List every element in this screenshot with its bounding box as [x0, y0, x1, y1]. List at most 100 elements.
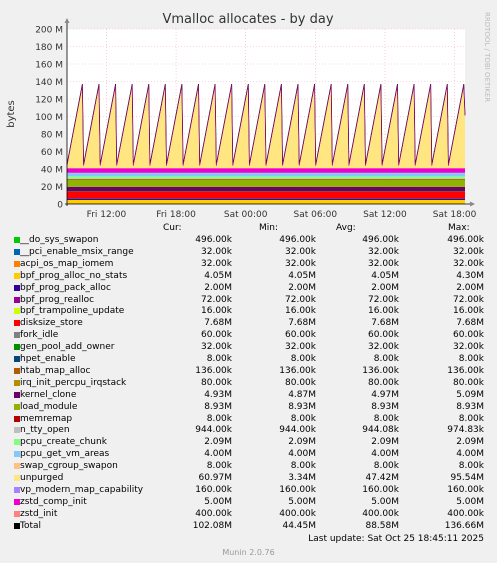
- legend-value-avg: 32.00k: [368, 342, 399, 353]
- x-tick-label: Sat 18:00: [433, 210, 477, 220]
- y-axis-arrow: [64, 18, 70, 23]
- y-tick-label: 160 M: [35, 61, 63, 71]
- area-unpurged: [67, 84, 465, 168]
- legend-swatch: [14, 272, 20, 279]
- legend-value-max: 8.00k: [458, 461, 484, 472]
- legend-series-name: vp_modern_map_capability: [20, 484, 144, 495]
- legend-value-avg: 8.00k: [373, 461, 399, 472]
- legend-value-max: 8.00k: [458, 413, 484, 424]
- legend-value-min: 60.00k: [285, 330, 316, 341]
- legend-swatch: [14, 248, 20, 255]
- legend-swatch: [14, 379, 20, 386]
- legend-value-avg: 80.00k: [368, 377, 399, 388]
- legend-value-cur: 496.00k: [195, 235, 232, 245]
- legend-value-avg: 944.08k: [362, 425, 399, 436]
- legend-row: n_tty_open 944.00k 944.00k 944.08k 974.83k: [0, 424, 497, 436]
- legend-series-name: irq_init_percpu_irqstack: [20, 377, 127, 388]
- legend-value-avg: 2.00M: [371, 282, 399, 293]
- legend-value-cur: 32.00k: [201, 246, 232, 257]
- legend-swatch: [14, 260, 20, 267]
- rrdtool-side-label: RRDTOOL / TOBI OETIKER: [483, 12, 491, 102]
- legend-value-avg: 16.00k: [368, 306, 399, 317]
- legend-value-min: 4.87M: [288, 389, 316, 400]
- legend-swatch: [14, 427, 20, 434]
- x-tick-label: Sat 12:00: [363, 210, 407, 220]
- legend-value-min: 400.00k: [279, 508, 316, 519]
- legend-series-name: acpi_os_map_iomem: [20, 258, 114, 269]
- legend-value-cur: 2.09M: [204, 437, 232, 448]
- legend-value-min: 2.00M: [288, 282, 316, 293]
- legend-value-avg: 160.00k: [362, 484, 399, 495]
- legend-swatch: [14, 356, 20, 362]
- legend-value-cur: 5.00M: [204, 496, 232, 507]
- legend-column-header: Avg:: [336, 223, 356, 233]
- legend-row: bpf_prog_pack_alloc 2.00M 2.00M 2.00M 2.00M: [0, 282, 497, 294]
- legend-value-max: 95.54M: [450, 473, 484, 483]
- x-tick-label: Sat 00:00: [224, 210, 268, 220]
- y-tick-label: 120 M: [35, 96, 63, 106]
- legend-value-cur: 2.00M: [204, 282, 232, 293]
- legend-value-min: 72.00k: [285, 294, 316, 305]
- legend-swatch: [14, 344, 20, 351]
- legend-value-cur: 72.00k: [201, 294, 232, 305]
- legend-series-name: bpf_prog_alloc_no_stats: [20, 270, 128, 281]
- legend-value-min: 16.00k: [285, 306, 316, 317]
- x-tick-label: Fri 18:00: [156, 210, 196, 220]
- y-tick-label: 60 M: [41, 148, 63, 158]
- area-pcpu_create_chunk: [67, 176, 465, 179]
- legend-value-avg: 4.00M: [371, 449, 399, 460]
- y-tick-label: 40 M: [41, 166, 63, 176]
- legend-value-min: 2.09M: [288, 437, 316, 448]
- legend-series-name: bpf_trampoline_update: [20, 306, 125, 317]
- legend-swatch: [14, 415, 20, 422]
- area-bpf_prog_alloc_no_stats: [67, 199, 465, 204]
- legend-value-max: 496.00k: [447, 235, 484, 245]
- legend-value-min: 3.34M: [288, 473, 316, 483]
- legend-value-avg: 400.00k: [362, 508, 399, 519]
- x-axis-arrow: [470, 201, 475, 207]
- legend-row: hpet_enable 8.00k 8.00k 8.00k 8.00k: [0, 353, 497, 365]
- legend-value-max: 400.00k: [447, 508, 484, 519]
- legend-row: bpf_trampoline_update 16.00k 16.00k 16.00k 1…: [0, 305, 497, 317]
- legend-row: zstd_comp_init 5.00M 5.00M 5.00M 5.00M: [0, 496, 497, 508]
- legend-value-avg: 496.00k: [362, 235, 399, 245]
- legend-series-name: Total: [20, 520, 42, 531]
- y-tick-label: 180 M: [35, 43, 63, 53]
- legend-value-min: 80.00k: [285, 377, 316, 388]
- legend-series-name: fork_idle: [20, 330, 59, 341]
- legend-swatch: [14, 463, 20, 470]
- legend-value-cur: 4.00M: [204, 449, 232, 460]
- legend-value-min: 8.00k: [290, 461, 316, 472]
- stacked-areas: [67, 167, 465, 204]
- legend-value-min: 7.68M: [288, 318, 316, 329]
- legend-value-cur: 102.08M: [192, 520, 232, 531]
- legend-swatch: [14, 367, 20, 374]
- legend-value-avg: 32.00k: [368, 258, 399, 269]
- legend-value-max: 5.09M: [456, 389, 484, 400]
- legend-value-min: 8.00k: [290, 413, 316, 424]
- legend-swatch: [14, 486, 20, 493]
- legend-swatch: [14, 296, 20, 303]
- legend-row: zstd_init 400.00k 400.00k 400.00k 400.00k: [0, 508, 497, 520]
- legend-series-name: bpf_prog_pack_alloc: [20, 282, 111, 293]
- legend-row: disksize_store 7.68M 7.68M 7.68M 7.68M: [0, 317, 497, 329]
- legend-series-name: load_module: [20, 401, 78, 412]
- legend-row: gen_pool_add_owner 32.00k 32.00k 32.00k 32.0…: [0, 341, 497, 353]
- munin-version: Munin 2.0.76: [222, 548, 275, 557]
- chart-title: Vmalloc allocates - by day: [162, 12, 333, 27]
- x-tick-labels: Fri 12:00 Fri 18:00 Sat 00:00 Sat 06:00 Sat …: [87, 210, 477, 220]
- legend-series-name: gen_pool_add_owner: [20, 342, 115, 353]
- legend-value-max: 60.00k: [453, 330, 484, 341]
- legend-value-min: 944.00k: [279, 425, 316, 436]
- legend-row: vp_modern_map_capability 160.00k 160.00k 16…: [0, 484, 497, 496]
- y-tick-label: 100 M: [35, 113, 63, 123]
- area-bpf_prog_pack_alloc: [67, 198, 465, 200]
- area-disksize_store: [67, 191, 465, 199]
- legend-row: bpf_prog_realloc 72.00k 72.00k 72.00k 72.00k: [0, 294, 497, 306]
- legend-value-max: 8.93M: [456, 401, 484, 412]
- legend-value-cur: 8.00k: [206, 413, 232, 424]
- legend-swatch: [14, 320, 20, 327]
- legend-row: acpi_os_map_iomem 32.00k 32.00k 32.00k 32.00…: [0, 258, 497, 270]
- y-tick-label: 80 M: [41, 131, 63, 141]
- legend-value-min: 44.45M: [282, 520, 316, 531]
